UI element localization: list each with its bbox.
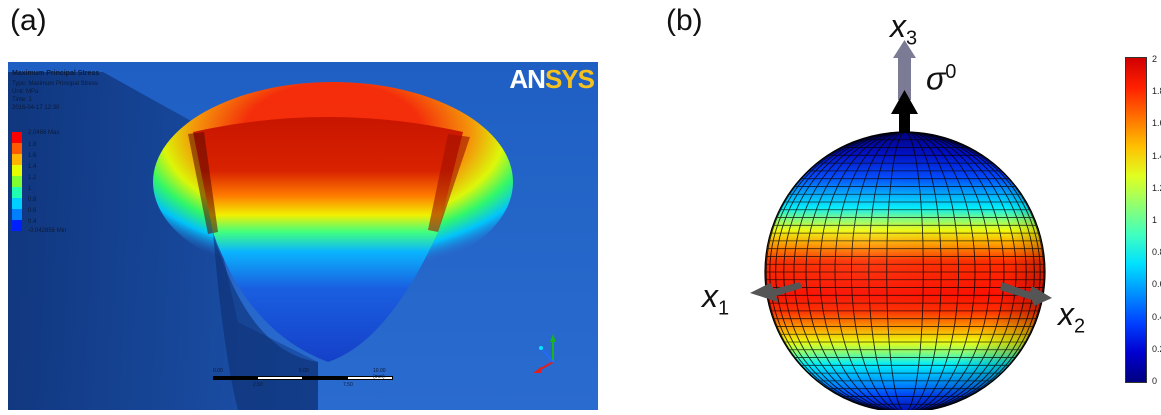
legend-level: 1 — [28, 186, 32, 192]
scale-bar: 0.00 5.00 10.00 (mm) 2.50 7.50 — [213, 368, 393, 388]
legend-level: 0.8 — [28, 197, 37, 203]
panel-b-label: (b) — [666, 4, 703, 37]
legend-level: 1.8 — [28, 142, 37, 148]
ansys-stress-plot: Maximum Principal Stress Type: Maximum P… — [8, 62, 598, 410]
colorbar — [1125, 57, 1147, 383]
x1-arrow — [750, 282, 802, 302]
colorbar-tick-label: 0 — [1152, 376, 1158, 386]
legend-line: Time: 1 — [12, 97, 32, 103]
scale-number: 10.00 (mm) — [373, 368, 386, 380]
scale-number: 2.50 — [253, 382, 263, 388]
scale-number: 0.00 — [213, 368, 223, 374]
legend-line: Type: Maximum Principal Stress — [12, 81, 98, 87]
ansys-logo: ANSYS — [509, 64, 595, 94]
scale-number: 7.50 — [343, 382, 353, 388]
x3-label: x3 — [890, 8, 918, 50]
legend-max: 2.0486 Max — [28, 130, 60, 136]
legend-line: Unit: MPa — [12, 89, 39, 95]
colorbar-tick-label: 0.4 — [1152, 311, 1161, 322]
axis-triad-icon — [533, 334, 556, 373]
stress-legend: 2.0486 Max 1.8 1.6 1.4 1.2 1 0.8 0.6 0.4… — [12, 130, 66, 234]
stress-contour-image — [8, 72, 556, 410]
legend-level: 0.6 — [28, 208, 37, 214]
colorbar-tick-label: 2 — [1152, 54, 1158, 64]
colorbar-tick-label: 0.2 — [1152, 343, 1161, 354]
x1-label: x1 — [702, 278, 730, 320]
stress-arrow — [891, 90, 918, 133]
x2-arrow — [1000, 282, 1052, 306]
sphere-plot: x3 σ0 x1 x2 — [690, 8, 1110, 413]
colorbar-tick-label: 1.8 — [1152, 86, 1161, 97]
legend-min: -0.042856 Min — [28, 228, 67, 234]
colorbar-tick-label: 0.8 — [1152, 247, 1161, 258]
legend-line: 2016-04-17 12:30 — [12, 105, 60, 111]
legend-level: 1.4 — [28, 164, 37, 170]
colorbar-tick-label: 1 — [1152, 215, 1158, 225]
legend-level: 1.2 — [28, 175, 37, 181]
colorbar-tick-label: 0.6 — [1152, 279, 1161, 290]
colorbar-tick-label: 1.6 — [1152, 118, 1161, 129]
x3-arrow — [893, 40, 916, 100]
sphere-figure — [750, 40, 1052, 413]
colorbar-tick-label: 1.4 — [1152, 150, 1161, 161]
sigma-label: σ0 — [926, 60, 957, 97]
scale-number: 5.00 — [299, 368, 309, 374]
colorbar-tick-label: 1.2 — [1152, 182, 1161, 193]
legend-level: 1.6 — [28, 153, 37, 159]
panel-a-label: (a) — [10, 4, 47, 37]
legend-level: 0.4 — [28, 219, 37, 225]
x2-label: x2 — [1058, 296, 1086, 338]
legend-title: Maximum Principal Stress — [12, 70, 100, 77]
